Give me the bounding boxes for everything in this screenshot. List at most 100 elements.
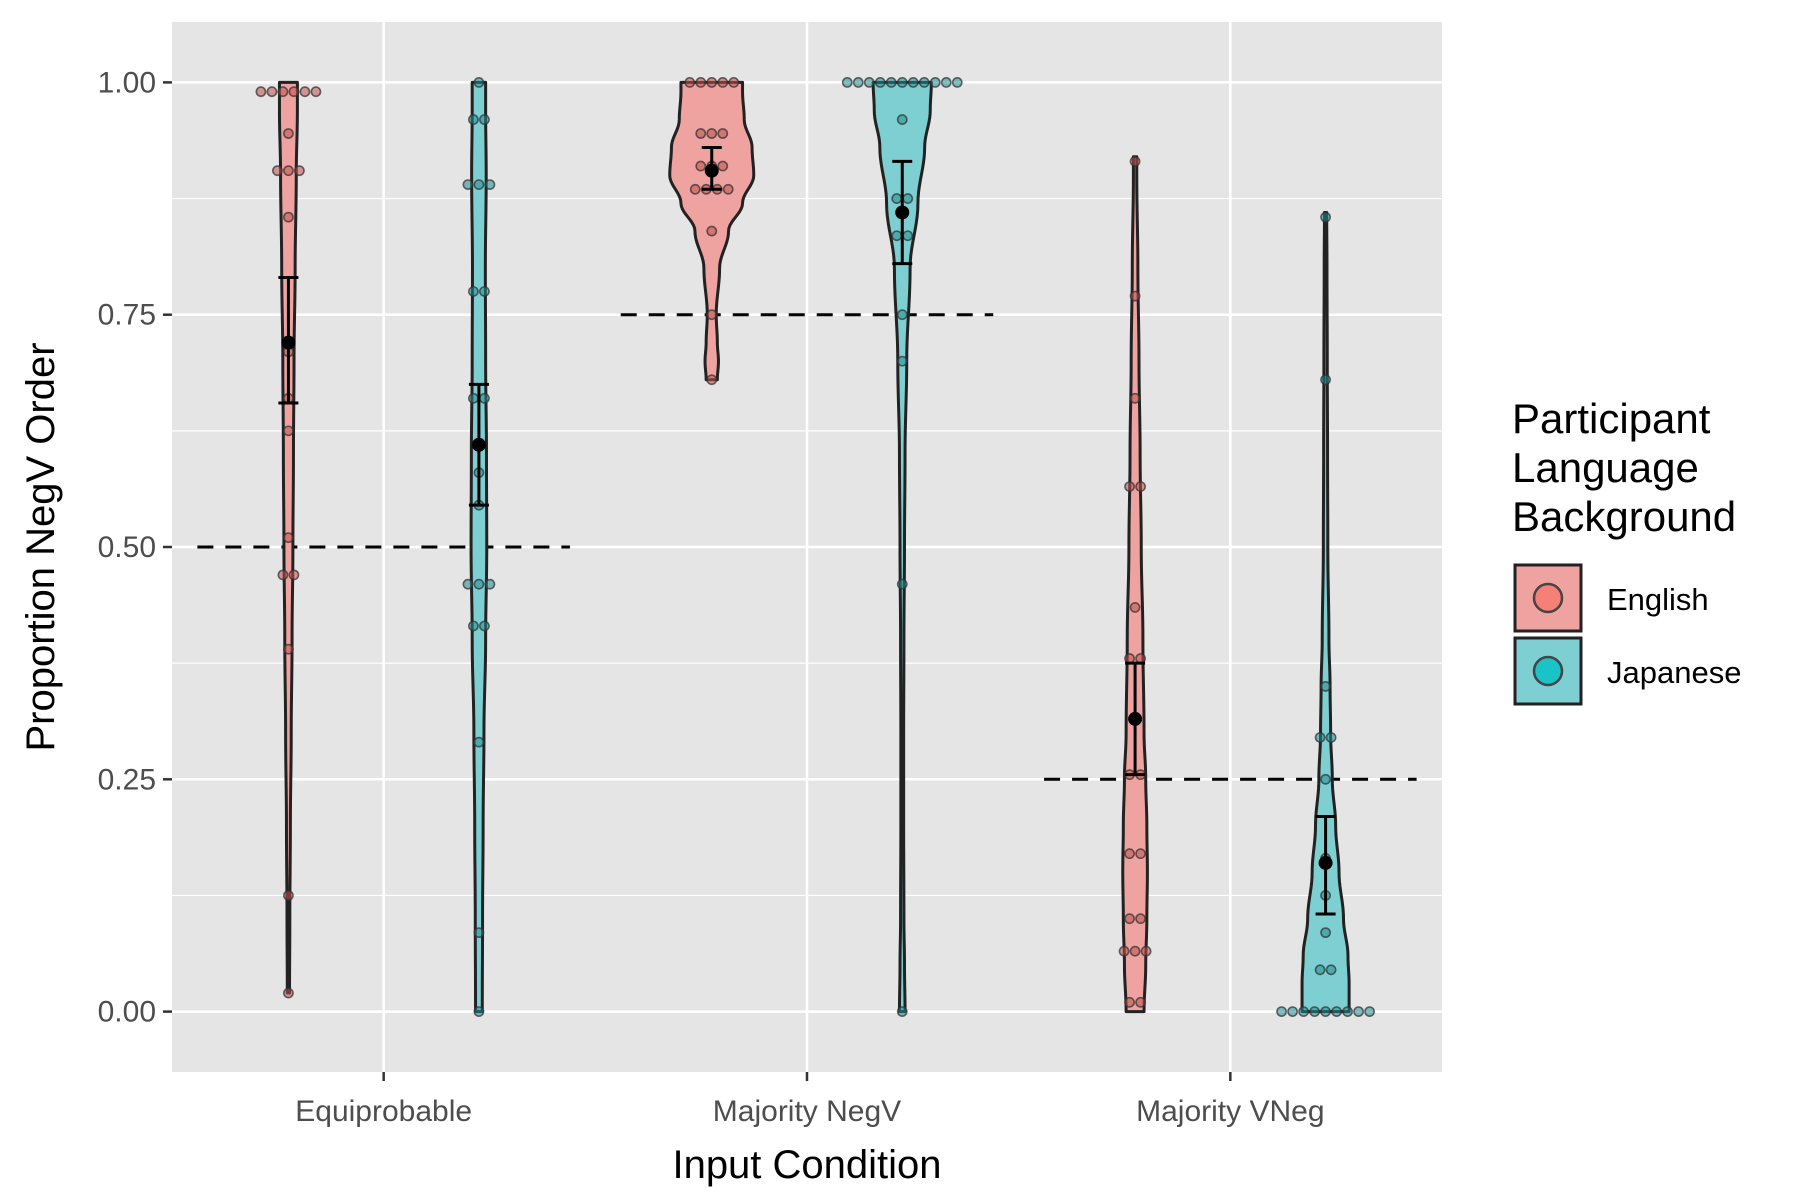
data-point [1320, 927, 1331, 939]
data-point [462, 578, 474, 590]
data-point [1320, 211, 1331, 223]
data-point [896, 77, 908, 88]
data-point [479, 392, 490, 404]
data-point [468, 392, 479, 404]
data-point [1325, 732, 1337, 743]
data-point [484, 578, 496, 590]
reference-lines [197, 313, 1417, 781]
data-point [484, 179, 496, 191]
data-point [951, 77, 963, 88]
x-tick-label: Majority NegV [713, 1095, 901, 1128]
data-point [1129, 945, 1141, 957]
data-point [277, 569, 289, 581]
data-point [272, 165, 283, 177]
data-point [1287, 1006, 1298, 1017]
data-point [473, 77, 485, 88]
legend-title-line-2: Language [1512, 444, 1699, 491]
data-point [684, 77, 696, 88]
data-point [1320, 680, 1331, 692]
data-point [929, 77, 941, 88]
mean-point [895, 205, 910, 220]
legend-item-english: English [1513, 563, 1709, 633]
legend-title-line-1: Participant [1512, 395, 1711, 442]
data-point [695, 160, 707, 172]
data-point [706, 309, 718, 321]
legend-point-japanese [1532, 655, 1564, 687]
y-tick-label: 0.00 [98, 996, 156, 1029]
data-point [706, 77, 718, 88]
data-point [1342, 1006, 1353, 1017]
mean-point [281, 335, 296, 350]
y-tick-label: 0.25 [98, 763, 156, 796]
x-tick-label: Majority VNeg [1136, 1095, 1324, 1128]
legend-title-line-3: Background [1512, 493, 1736, 540]
data-point [283, 643, 294, 655]
data-point [1129, 392, 1141, 404]
data-point [299, 86, 311, 98]
grid-major [172, 22, 1442, 1072]
data-point [288, 86, 300, 98]
data-point [1298, 1006, 1309, 1017]
data-point [310, 86, 322, 98]
data-point [1124, 848, 1135, 860]
data-point [1118, 945, 1130, 957]
mean-point [471, 437, 486, 452]
legend-item-japanese: Japanese [1513, 636, 1741, 706]
violin-japanese [469, 80, 489, 1014]
data-point [1129, 155, 1141, 167]
y-axis-title: Proportion NegV Order [19, 342, 63, 751]
data-point [283, 890, 294, 901]
data-point [902, 230, 914, 242]
data-point [918, 77, 930, 88]
data-point [1135, 481, 1146, 492]
data-point [706, 374, 718, 386]
data-point [1129, 602, 1141, 613]
data-point [1331, 1006, 1342, 1017]
mean-point [1128, 711, 1143, 726]
data-point [479, 114, 490, 125]
data-point [885, 77, 897, 88]
data-point [1124, 913, 1135, 925]
data-point [1135, 848, 1146, 860]
data-point [1124, 481, 1135, 492]
data-point [1320, 1006, 1331, 1017]
data-point [891, 230, 903, 242]
y-tick-label: 1.00 [98, 66, 156, 99]
data-point [1320, 773, 1331, 785]
data-point [706, 225, 718, 237]
data-point [717, 77, 729, 88]
data-point [728, 77, 740, 88]
data-point [852, 77, 864, 88]
data-point [1314, 732, 1326, 743]
y-axis: 0.00 0.25 0.50 0.75 1.00 [98, 66, 172, 1029]
violin-group-japanese-2 [1276, 210, 1375, 1017]
data-point [1124, 996, 1135, 1008]
data-point [863, 77, 875, 88]
data-point [473, 179, 485, 191]
x-tick-label: Equiprobable [295, 1095, 472, 1128]
y-tick-label: 0.50 [98, 531, 156, 564]
data-point [473, 927, 485, 939]
data-point [462, 179, 474, 191]
x-axis-title: Input Condition [672, 1143, 941, 1187]
violin-group-english-0 [255, 80, 322, 999]
data-point [479, 620, 490, 632]
data-point [1364, 1006, 1375, 1017]
data-point [706, 128, 718, 139]
legend-label-english: English [1607, 582, 1709, 617]
mean-point [704, 163, 719, 178]
data-point [283, 425, 294, 437]
data-point [283, 532, 294, 544]
data-point [896, 355, 908, 367]
data-point [896, 114, 908, 125]
data-point [1325, 964, 1337, 976]
violin-group-japanese-0 [462, 77, 496, 1017]
data-point [689, 183, 701, 195]
data-point [288, 569, 300, 581]
data-point [1140, 945, 1152, 957]
data-point [479, 286, 490, 297]
data-point [468, 114, 479, 125]
data-point [874, 77, 886, 88]
legend: Participant Language Background English … [1512, 395, 1741, 706]
